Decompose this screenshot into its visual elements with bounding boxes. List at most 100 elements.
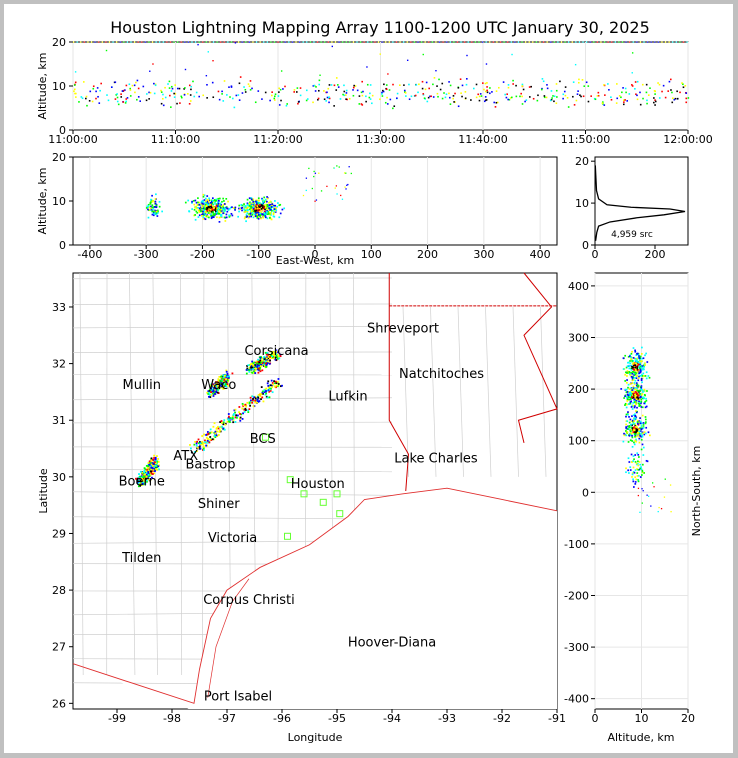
ew-source	[217, 212, 219, 215]
time-source	[183, 94, 186, 96]
ew-source	[154, 198, 157, 200]
ns-source	[649, 434, 651, 437]
ns-source	[641, 414, 644, 417]
time-source	[572, 95, 574, 98]
time-edge-source	[284, 41, 286, 43]
time-source	[328, 97, 330, 99]
ns-source	[635, 354, 638, 356]
time-edge-source	[499, 41, 502, 43]
plan-source	[254, 361, 257, 364]
time-edge-source	[611, 41, 613, 43]
ns-source	[641, 432, 643, 435]
ns-source	[630, 426, 633, 429]
time-source	[222, 100, 225, 102]
ew-source	[247, 216, 250, 219]
time-source	[493, 101, 496, 104]
ns-source	[635, 429, 638, 432]
plan-source	[242, 404, 245, 407]
time-source	[385, 84, 388, 86]
time-source	[441, 97, 444, 100]
plan-source	[231, 415, 234, 418]
plan-source	[212, 393, 215, 396]
ew-source	[263, 199, 265, 202]
ns-source	[636, 452, 639, 455]
plan-source	[222, 384, 225, 387]
ns-source	[638, 394, 640, 397]
time-source	[392, 83, 394, 86]
time-source	[438, 78, 440, 81]
time-source	[437, 95, 439, 98]
ns-source	[646, 361, 649, 363]
time-source	[282, 88, 284, 90]
ns-source	[634, 392, 637, 395]
ns-source	[631, 382, 634, 385]
plan-source	[218, 379, 221, 382]
plan-source	[272, 352, 275, 355]
time-source	[249, 88, 252, 91]
time-source	[145, 99, 148, 102]
plan-source	[154, 464, 157, 467]
time-source	[371, 94, 374, 97]
time-source	[323, 90, 325, 92]
time-source	[461, 84, 464, 87]
ns-source	[631, 434, 633, 437]
plan-source	[145, 470, 148, 473]
plan-source	[226, 420, 229, 423]
y-tick-label-time: 0	[59, 124, 66, 137]
y-tick-label-lat: 32	[52, 358, 66, 371]
plan-source	[253, 396, 256, 399]
plan-source	[144, 468, 147, 471]
time-edge-source	[360, 41, 362, 43]
ns-source	[641, 397, 644, 399]
ew-source	[256, 209, 259, 212]
time-source	[299, 94, 302, 97]
time-edge-source	[162, 41, 164, 43]
plan-source	[218, 382, 221, 384]
ew-source	[266, 196, 268, 198]
time-source-high	[212, 60, 214, 62]
ns-source	[640, 377, 643, 380]
ew-source	[147, 206, 150, 209]
ew-source	[199, 210, 202, 213]
time-source	[582, 95, 585, 98]
ns-source	[634, 349, 636, 352]
plan-source	[141, 483, 144, 485]
time-source	[507, 98, 509, 101]
time-source	[486, 89, 488, 92]
time-source	[615, 102, 618, 104]
ew-source	[245, 210, 247, 213]
plan-source	[256, 395, 259, 398]
time-source	[495, 90, 498, 92]
ns-source	[634, 388, 636, 391]
time-edge-source	[467, 41, 469, 43]
time-source	[277, 95, 280, 97]
altitude-profile-line	[594, 165, 686, 241]
ew-source-sparse	[320, 190, 323, 192]
plan-source	[201, 449, 204, 451]
time-source	[684, 84, 687, 87]
plan-source	[275, 350, 277, 353]
plan-source	[225, 376, 228, 379]
ew-source	[268, 211, 271, 214]
x-tick-label-ew: 0	[312, 248, 319, 261]
ns-source	[630, 364, 633, 367]
time-source	[653, 101, 655, 104]
ew-source	[222, 204, 225, 206]
time-source	[326, 91, 328, 94]
time-edge-source	[316, 41, 319, 43]
plan-source	[245, 372, 248, 375]
plan-source	[140, 481, 143, 484]
ns-source	[641, 434, 643, 437]
ew-source	[261, 209, 264, 211]
plan-source	[216, 383, 219, 386]
time-source	[129, 87, 132, 90]
plan-source	[153, 457, 156, 459]
x-tick-label-ew: -300	[134, 248, 159, 261]
plan-source	[209, 428, 212, 431]
time-source	[410, 95, 413, 98]
plan-source	[210, 387, 213, 390]
plan-source	[267, 356, 270, 358]
ew-source	[268, 204, 271, 206]
time-source	[563, 90, 566, 93]
time-edge-source	[205, 41, 207, 43]
